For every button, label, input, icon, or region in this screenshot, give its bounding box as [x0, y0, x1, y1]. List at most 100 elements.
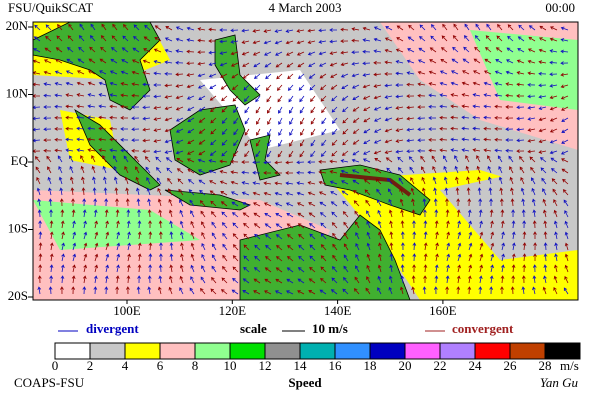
wind-arrow — [34, 24, 41, 31]
wind-arrow — [456, 286, 461, 295]
wind-arrow — [267, 139, 272, 147]
wind-arrow — [355, 254, 360, 262]
wind-arrow — [187, 139, 195, 144]
wind-arrow — [418, 47, 426, 53]
wind-arrow — [375, 178, 382, 185]
footer-left: COAPS-FSU — [14, 375, 85, 390]
wind-arrow — [179, 209, 184, 218]
wind-arrow — [43, 93, 52, 98]
wind-arrow — [244, 117, 250, 125]
colorbar-box — [89, 342, 126, 360]
wind-arrow — [164, 95, 173, 99]
wind-arrow — [400, 231, 405, 240]
wind-arrow — [351, 169, 360, 174]
wind-arrow — [147, 286, 152, 295]
wind-arrow — [79, 23, 85, 31]
wind-arrow — [103, 187, 108, 196]
wind-arrow — [274, 290, 283, 295]
wind-arrow — [158, 220, 163, 229]
wind-arrow — [45, 35, 52, 42]
wind-arrow — [164, 60, 173, 65]
lon-label: 100E — [113, 303, 141, 318]
wind-arrow — [341, 180, 349, 185]
wind-arrow — [189, 287, 195, 295]
wind-arrow — [274, 171, 283, 175]
wind-arrow — [137, 264, 142, 273]
wind-arrow — [186, 84, 195, 89]
wind-arrow — [472, 137, 481, 142]
wind-arrow — [78, 35, 85, 42]
wind-arrow — [69, 165, 74, 174]
wind-arrow — [78, 46, 85, 53]
wind-arrow — [38, 264, 43, 273]
wind-arrow — [55, 47, 63, 53]
wind-arrow — [54, 93, 63, 98]
wind-arrow — [342, 128, 349, 135]
wind-arrow — [175, 84, 184, 88]
wind-arrow — [175, 49, 184, 53]
wind-arrow — [519, 156, 525, 163]
wind-arrow — [463, 35, 470, 42]
wind-arrow — [94, 264, 99, 273]
wind-arrow — [489, 275, 494, 284]
wind-arrow — [516, 149, 525, 153]
wind-arrow — [516, 116, 525, 121]
wind-arrow — [473, 58, 481, 64]
wind-arrow — [134, 155, 140, 163]
legend: divergent scale 10 m/s convergent — [58, 321, 514, 336]
wind-arrow — [241, 160, 250, 164]
wind-arrow — [104, 286, 109, 295]
wind-arrow — [175, 60, 184, 65]
wind-arrow — [114, 187, 119, 196]
wind-arrow — [158, 209, 163, 218]
wind-arrow — [98, 93, 107, 97]
wind-arrow — [298, 84, 305, 91]
wind-arrow — [516, 127, 525, 132]
wind-arrow — [522, 242, 527, 251]
wind-arrow — [133, 24, 140, 31]
wind-arrow — [329, 28, 338, 32]
wind-arrow — [417, 127, 426, 132]
wind-arrow — [384, 60, 393, 65]
wind-arrow — [83, 242, 88, 251]
wind-arrow — [122, 35, 129, 42]
wind-arrow — [198, 117, 206, 123]
wind-arrow — [76, 81, 85, 86]
wind-arrow — [230, 39, 239, 44]
wind-arrow — [527, 105, 536, 110]
wind-arrow — [72, 264, 76, 273]
wind-arrow — [60, 264, 65, 273]
wind-arrow — [157, 187, 162, 196]
wind-arrow — [89, 46, 96, 53]
wind-arrow — [209, 180, 217, 185]
wind-arrow — [472, 81, 481, 86]
wind-arrow — [564, 242, 569, 251]
wind-arrow — [472, 104, 481, 109]
wind-arrow — [408, 24, 415, 31]
wind-arrow — [230, 180, 239, 185]
wind-arrow — [450, 81, 459, 86]
wind-arrow — [443, 176, 448, 185]
wind-arrow — [310, 95, 316, 103]
wind-arrow — [221, 128, 228, 135]
wind-arrow — [456, 209, 461, 218]
wind-arrow — [143, 36, 151, 42]
wind-arrow — [253, 223, 261, 229]
wind-arrow — [220, 201, 228, 207]
wind-arrow — [288, 95, 294, 103]
wind-arrow — [465, 155, 470, 163]
wind-arrow — [500, 209, 505, 218]
wind-arrow — [457, 242, 462, 251]
colorbar: 0 2 4 6 8 10 12 14 16 18 20 22 24 26 28 m/s — [52, 342, 581, 373]
wind-arrow — [61, 231, 65, 240]
wind-arrow — [527, 48, 536, 53]
wind-arrow — [148, 253, 153, 262]
wind-arrow — [219, 39, 228, 44]
wind-arrow — [267, 106, 272, 114]
wind-arrow — [278, 117, 283, 125]
wind-arrow — [120, 104, 129, 109]
wind-arrow — [186, 38, 195, 42]
wind-arrow — [123, 155, 129, 163]
wind-arrow — [131, 138, 140, 143]
wind-arrow — [264, 290, 272, 295]
